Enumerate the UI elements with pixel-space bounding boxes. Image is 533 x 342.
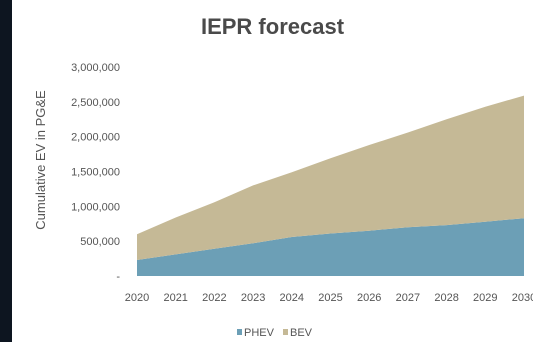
x-tick-label: 2030 xyxy=(512,292,533,304)
x-tick-label: 2029 xyxy=(473,292,497,304)
x-tick-label: 2026 xyxy=(357,292,381,304)
x-tick-label: 2025 xyxy=(318,292,342,304)
series-area-bev xyxy=(137,95,524,260)
legend-label-phev: PHEV xyxy=(244,327,275,339)
y-tick-label: 2,500,000 xyxy=(71,97,120,109)
y-tick-label: 500,000 xyxy=(80,236,120,248)
x-tick-label: 2022 xyxy=(202,292,226,304)
x-tick-label: 2027 xyxy=(396,292,420,304)
legend-swatch-bev xyxy=(283,329,288,335)
x-tick-label: 2020 xyxy=(125,292,149,304)
y-axis-label: Cumulative EV in PG&E xyxy=(33,90,48,230)
series-area-phev xyxy=(137,218,524,276)
chart-panel: IEPR forecast - 500,000 1,000,000 1,500,000… xyxy=(12,0,533,342)
y-tick-label: - xyxy=(116,271,120,283)
chart-svg: - 500,000 1,000,000 1,500,000 2,000,000 2,500… xyxy=(33,62,533,339)
x-tick-label: 2023 xyxy=(241,292,265,304)
x-tick-label: 2021 xyxy=(163,292,187,304)
y-tick-label: 2,000,000 xyxy=(71,132,120,144)
legend-label-bev: BEV xyxy=(290,327,313,339)
legend-swatch-phev xyxy=(237,329,242,335)
chart-title: IEPR forecast xyxy=(200,14,345,39)
x-tick-label: 2024 xyxy=(280,292,304,304)
x-tick-label: 2028 xyxy=(434,292,458,304)
y-tick-label: 3,000,000 xyxy=(71,62,120,74)
y-tick-label: 1,500,000 xyxy=(71,167,120,179)
y-tick-label: 1,000,000 xyxy=(71,201,120,213)
